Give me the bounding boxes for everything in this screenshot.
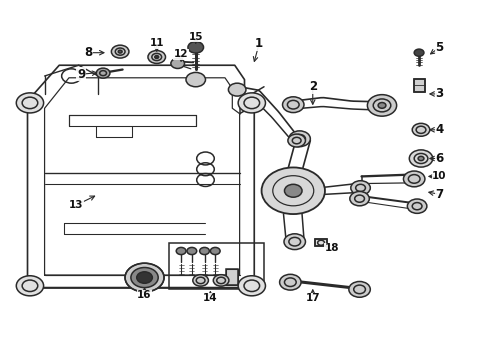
Text: 1: 1 bbox=[255, 37, 263, 50]
Circle shape bbox=[155, 55, 158, 58]
Circle shape bbox=[125, 263, 163, 292]
Circle shape bbox=[199, 247, 209, 255]
Text: 18: 18 bbox=[325, 243, 339, 253]
Circle shape bbox=[288, 131, 310, 147]
Circle shape bbox=[284, 234, 305, 249]
Circle shape bbox=[377, 103, 385, 108]
Text: 10: 10 bbox=[431, 171, 446, 181]
Text: 11: 11 bbox=[149, 38, 163, 48]
Circle shape bbox=[238, 93, 265, 113]
Text: 7: 7 bbox=[435, 188, 443, 201]
Bar bbox=[315, 239, 327, 246]
Circle shape bbox=[407, 199, 426, 213]
Circle shape bbox=[349, 192, 368, 206]
Circle shape bbox=[287, 134, 305, 147]
Text: 15: 15 bbox=[188, 32, 203, 41]
Text: 14: 14 bbox=[203, 293, 217, 303]
Text: 12: 12 bbox=[174, 49, 188, 59]
Circle shape bbox=[16, 276, 43, 296]
Text: 13: 13 bbox=[69, 200, 83, 210]
Bar bbox=[315, 239, 327, 246]
Circle shape bbox=[137, 272, 152, 283]
Circle shape bbox=[403, 171, 424, 187]
Circle shape bbox=[350, 181, 369, 195]
Circle shape bbox=[279, 274, 301, 290]
Circle shape bbox=[192, 275, 208, 286]
Circle shape bbox=[213, 275, 228, 286]
Text: 5: 5 bbox=[434, 41, 443, 54]
Text: 4: 4 bbox=[434, 123, 443, 136]
Bar bbox=[225, 269, 238, 285]
Circle shape bbox=[228, 83, 245, 96]
Circle shape bbox=[148, 50, 165, 63]
Circle shape bbox=[16, 93, 43, 113]
Circle shape bbox=[366, 95, 396, 116]
Circle shape bbox=[408, 150, 432, 167]
Circle shape bbox=[348, 282, 369, 297]
Circle shape bbox=[413, 49, 423, 56]
Circle shape bbox=[185, 72, 205, 87]
Circle shape bbox=[186, 247, 196, 255]
Circle shape bbox=[261, 167, 325, 214]
Circle shape bbox=[96, 68, 110, 78]
Bar bbox=[413, 78, 424, 92]
Circle shape bbox=[284, 184, 302, 197]
Circle shape bbox=[411, 123, 429, 136]
Text: 3: 3 bbox=[435, 87, 443, 100]
Circle shape bbox=[111, 45, 129, 58]
Circle shape bbox=[238, 276, 265, 296]
Bar bbox=[413, 78, 424, 92]
Circle shape bbox=[210, 247, 220, 255]
Circle shape bbox=[131, 267, 158, 288]
Circle shape bbox=[282, 97, 304, 113]
Circle shape bbox=[187, 41, 203, 53]
Text: 16: 16 bbox=[137, 291, 151, 301]
Text: 6: 6 bbox=[434, 152, 443, 165]
Text: 2: 2 bbox=[308, 80, 316, 93]
Bar bbox=[225, 269, 238, 285]
Circle shape bbox=[417, 156, 423, 161]
Text: 17: 17 bbox=[305, 293, 320, 303]
Text: 9: 9 bbox=[77, 68, 85, 81]
Circle shape bbox=[170, 58, 184, 68]
Circle shape bbox=[176, 247, 185, 255]
Circle shape bbox=[118, 50, 122, 53]
Bar bbox=[168, 243, 264, 289]
Text: 8: 8 bbox=[84, 46, 92, 59]
